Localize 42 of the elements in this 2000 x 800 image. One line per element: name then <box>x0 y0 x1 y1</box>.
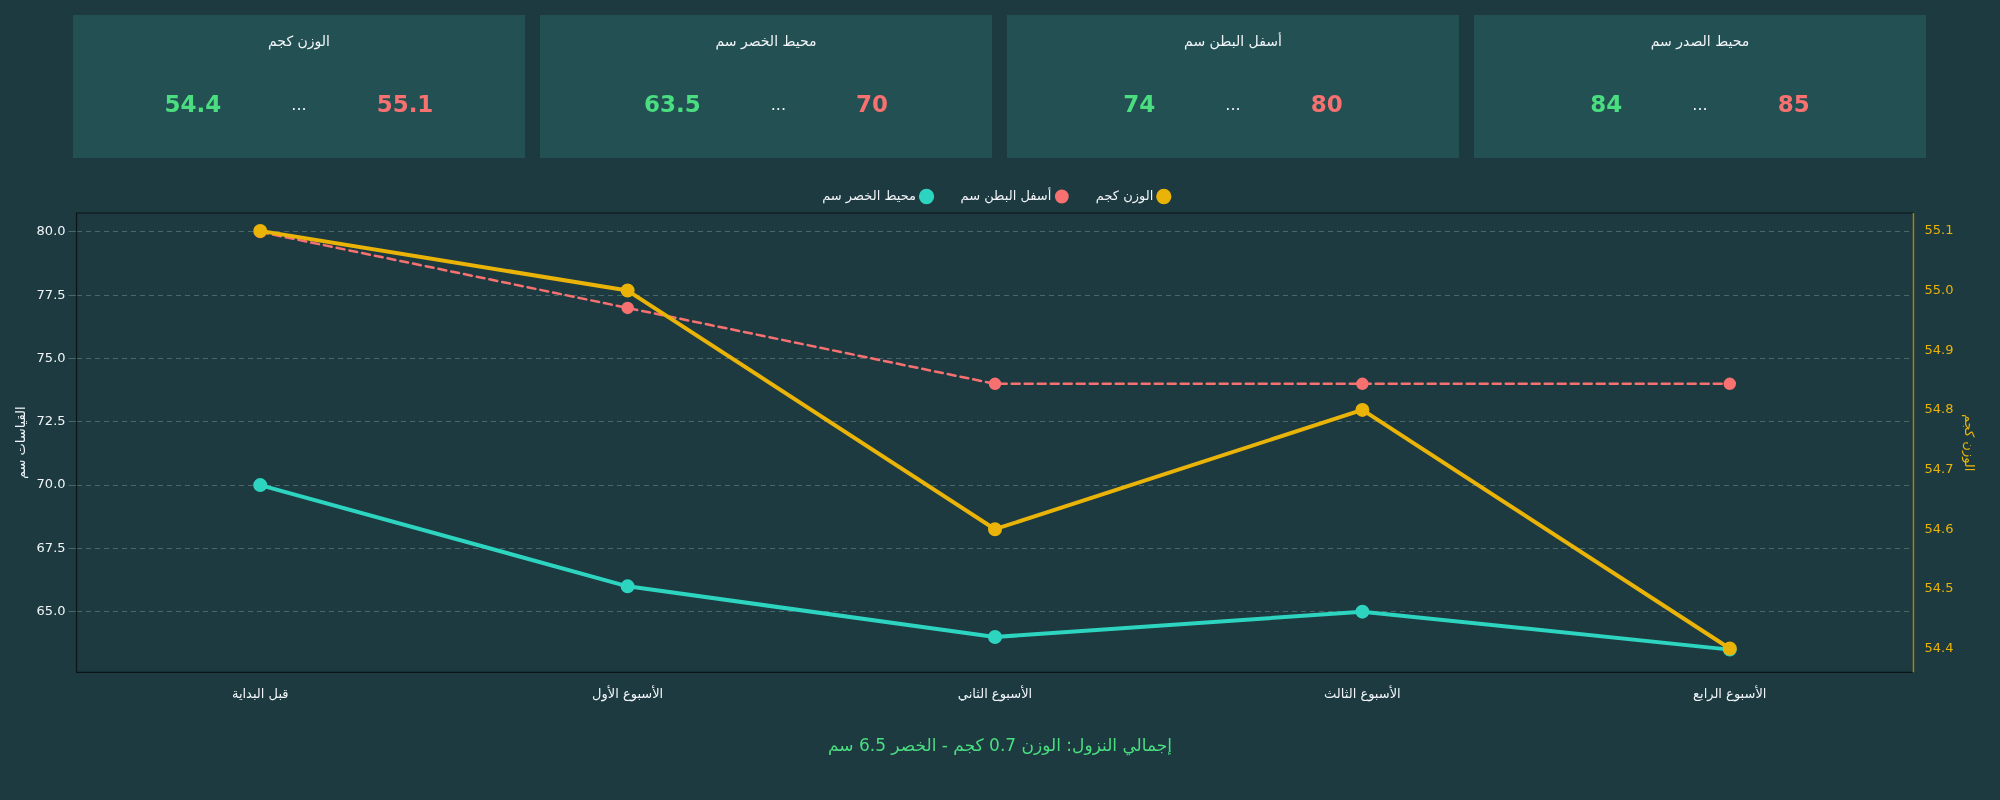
text: أسفل البطن سم <box>1183 33 1283 49</box>
text: 63.5 <box>643 91 701 117</box>
text: 80 <box>1310 91 1343 117</box>
text: محيط الخصر سم <box>714 33 818 49</box>
text: 55.1 <box>376 91 434 117</box>
x-tick-label: الأسبوع الأول <box>592 684 664 702</box>
text: 54.4 <box>164 91 222 117</box>
text: ... <box>1692 94 1708 114</box>
y2-tick-label: 54.4 <box>1924 639 1954 655</box>
legend-label: الوزن كجم <box>1095 187 1154 204</box>
text: 70 <box>856 91 889 117</box>
y2-tick-label: 54.7 <box>1924 460 1954 476</box>
text: 74 <box>1123 91 1156 117</box>
x-tick-label: قبل البداية <box>231 685 289 701</box>
legend-label: محيط الخصر سم <box>822 187 917 204</box>
y2-tick-label: 54.9 <box>1924 341 1954 357</box>
y2-axis-title: الوزن كجم <box>1960 413 1977 472</box>
x-tick-label: الأسبوع الثالث <box>1324 684 1401 702</box>
y-tick-label: 70.0 <box>36 476 66 492</box>
text: محيط الصدر سم <box>1649 33 1751 49</box>
y2-tick-label: 55.1 <box>1924 222 1954 238</box>
y2-tick-label: 54.5 <box>1924 580 1954 596</box>
x-tick-label: الأسبوع الثاني <box>957 684 1033 702</box>
y-axis-title: القياسات سم <box>13 406 30 480</box>
text: ... <box>770 94 786 114</box>
text: إجمالي النزول: الوزن 0.7 كجم - الخصر 6.5 سم <box>826 735 1174 755</box>
y-tick-label: 80.0 <box>36 223 66 239</box>
y2-tick-label: 55.0 <box>1924 281 1954 297</box>
y2-tick-label: 54.6 <box>1924 520 1954 536</box>
x-tick-label: الأسبوع الرابع <box>1693 684 1767 702</box>
text: الوزن كجم <box>267 33 331 49</box>
legend-label: أسفل البطن سم <box>960 186 1052 204</box>
y-tick-label: 72.5 <box>36 413 66 429</box>
text: ... <box>291 94 307 114</box>
text: 85 <box>1777 91 1810 117</box>
y-tick-label: 67.5 <box>36 539 66 555</box>
y-tick-label: 77.5 <box>36 286 66 302</box>
text: 84 <box>1590 91 1623 117</box>
text: ... <box>1225 94 1241 114</box>
y-tick-label: 65.0 <box>36 603 66 619</box>
y-tick-label: 75.0 <box>36 349 66 365</box>
y2-tick-label: 54.8 <box>1924 401 1954 417</box>
